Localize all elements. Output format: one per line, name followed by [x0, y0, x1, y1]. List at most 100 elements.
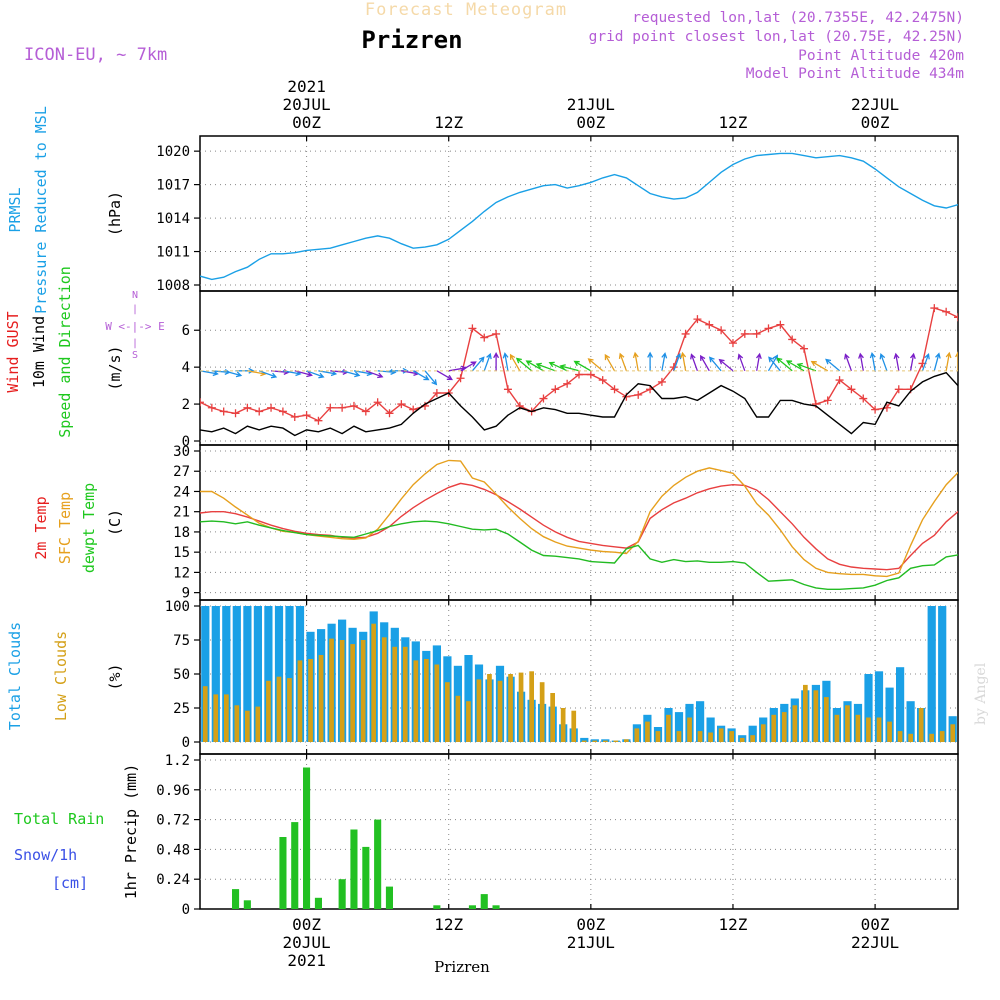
low-cloud-bar	[855, 714, 861, 742]
low-cloud-bar	[255, 706, 261, 742]
rain-bar	[433, 905, 441, 909]
low-cloud-bar	[624, 739, 629, 742]
top-time-label: 22JUL	[851, 95, 899, 114]
panel-precip: 0 0.24 0.48 0.72 0.96 1.2 1hr Precip (mm)	[122, 753, 959, 918]
wind-arrow	[424, 370, 438, 386]
gust-marker	[314, 416, 323, 425]
total-cloud-bar	[706, 717, 715, 742]
low-cloud-bar	[329, 638, 334, 742]
wind-arrow	[893, 352, 900, 371]
total-cloud-bar	[580, 737, 589, 742]
low-cloud-bar	[655, 731, 661, 742]
plot-area	[200, 152, 958, 281]
low-cloud-bar	[445, 682, 450, 742]
gust-marker	[219, 407, 228, 416]
total-cloud-bar	[253, 606, 262, 742]
y-tick-label: 1020	[156, 144, 190, 160]
low-cloud-bar	[887, 721, 892, 742]
y-tick-label: 1017	[156, 178, 190, 194]
gust-marker	[859, 394, 868, 403]
low-cloud-bar	[634, 728, 640, 742]
bottom-time-axis: 00Z20JUL202112Z00Z21JUL12Z00Z22JUL12Z	[283, 915, 900, 970]
gust-marker	[373, 398, 382, 407]
top-time-label: 2021	[287, 77, 326, 96]
low-cloud-bar	[760, 724, 766, 742]
wind-arrow	[632, 351, 639, 371]
gust-marker	[776, 320, 785, 329]
low-cloud-bar	[571, 710, 577, 742]
wind-arrow	[909, 352, 916, 371]
y-tick-label: 18	[173, 525, 190, 541]
rain-bar	[314, 897, 322, 909]
watermark: by Angel	[973, 662, 989, 725]
y-tick-label: 27	[173, 464, 190, 480]
series-line-2	[200, 520, 958, 590]
low-cloud-bar	[939, 731, 945, 742]
total-cloud-bar	[264, 606, 273, 742]
gust-marker	[432, 389, 441, 397]
chart-subtitle: Forecast Meteogram	[365, 0, 567, 20]
top-time-label: 00Z	[292, 113, 321, 132]
wind-arrow	[933, 352, 941, 371]
low-cloud-bar	[381, 637, 387, 742]
footer-location: Prizren	[434, 958, 490, 976]
wind-arrow	[690, 353, 699, 372]
y-tick-label: 1.2	[165, 753, 190, 769]
gust-marker	[397, 400, 406, 409]
rain-bar	[362, 846, 370, 909]
low-cloud-bar	[550, 693, 555, 742]
low-cloud-bar	[308, 659, 313, 742]
gust-marker	[740, 329, 749, 338]
plot-area	[200, 459, 958, 590]
bottom-time-label: 00Z	[292, 915, 321, 934]
wind-arrow	[341, 370, 361, 378]
wind-arrow	[306, 370, 325, 379]
rain-bar	[492, 905, 500, 909]
y-tick-label: 15	[173, 545, 190, 561]
wind-arrow	[223, 370, 243, 378]
low-cloud-bar	[245, 710, 250, 742]
low-cloud-bar	[876, 717, 882, 742]
gust-marker	[338, 403, 347, 412]
gust-marker	[681, 329, 690, 338]
bottom-time-label: 00Z	[576, 915, 605, 934]
y-tick-label: 0	[182, 735, 190, 751]
y-tick-label: 1008	[156, 278, 190, 294]
gust-marker	[800, 344, 809, 353]
wind-arrow	[525, 360, 544, 372]
plot-area	[232, 767, 500, 909]
low-cloud-bar	[539, 682, 545, 742]
y-tick-label: 0.72	[156, 813, 190, 829]
gust-marker	[409, 405, 418, 414]
top-time-label: 12Z	[434, 113, 463, 132]
plot-area	[200, 304, 958, 437]
side-label-wind: 10m Wind	[30, 316, 48, 388]
top-time-label: 12Z	[719, 113, 748, 132]
total-cloud-bar	[232, 606, 241, 742]
gust-marker	[705, 320, 714, 329]
model-altitude: Model Point Altitude 434m	[746, 66, 965, 82]
gust-marker	[385, 409, 394, 418]
total-cloud-bar	[938, 606, 947, 742]
y-tick-label: 100	[165, 599, 190, 615]
rain-bar	[350, 829, 358, 909]
wind-arrow	[483, 352, 492, 372]
low-cloud-bar	[592, 740, 598, 742]
low-cloud-bar	[350, 644, 355, 742]
y-tick-label: 24	[173, 484, 190, 500]
wind-arrow	[785, 360, 805, 372]
low-cloud-bar	[508, 674, 513, 742]
compass-bar-top: |	[132, 304, 138, 315]
compass-s: S	[132, 350, 138, 361]
low-cloud-bar	[413, 660, 419, 742]
top-time-label: 21JUL	[567, 95, 615, 114]
gust-marker	[492, 329, 501, 338]
gust-marker	[290, 413, 299, 421]
wind-arrow	[921, 353, 930, 372]
panel-pressure: 1008 1011 1014 1017 1020 (hPa)	[106, 135, 959, 294]
low-cloud-bar	[666, 714, 671, 742]
compass-bar-bottom: |	[132, 338, 138, 349]
gust-marker	[207, 403, 216, 412]
